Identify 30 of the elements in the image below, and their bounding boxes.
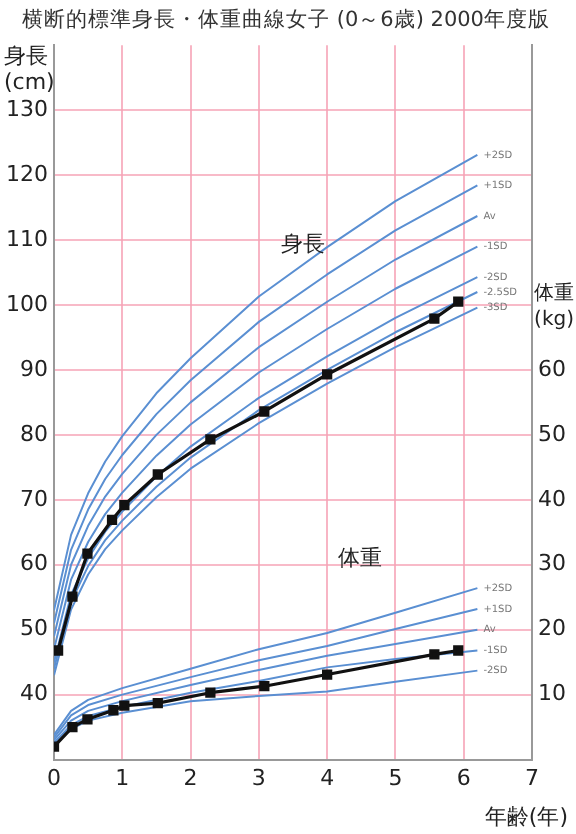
y2-tick-label: 20 — [538, 615, 567, 642]
x-tick-label: 5 — [388, 764, 403, 791]
chart-title: 横断的標準身長・体重曲線女子 (0～6歳) 2000年度版 — [22, 6, 550, 33]
y-tick-label: 60 — [19, 550, 48, 577]
x-tick-label: 3 — [251, 764, 266, 791]
x-tick-label: 7 — [525, 764, 540, 791]
y-tick-label: 90 — [19, 355, 48, 382]
y2-tick-label: 10 — [538, 680, 567, 707]
y-tick-label: 80 — [19, 420, 48, 447]
y-tick-label: 50 — [19, 615, 48, 642]
y-tick-label: 40 — [19, 680, 48, 707]
y2-tick-label: 30 — [538, 550, 567, 577]
x-tick-label: 0 — [46, 764, 61, 791]
annotation: 身長 — [280, 230, 325, 257]
annotation: 体重 — [337, 545, 382, 572]
y-tick-label: 130 — [5, 95, 48, 122]
y2-tick-label: 60 — [538, 355, 567, 382]
x-tick-label: 6 — [456, 764, 471, 791]
y-tick-label: 110 — [5, 225, 48, 252]
x-axis-title: 年齢(年) — [484, 803, 568, 830]
y-tick-label: 120 — [5, 160, 48, 187]
y2-tick-label: 40 — [538, 485, 567, 512]
y-axis-title: 身長 (cm) — [4, 42, 55, 95]
x-tick-label: 1 — [115, 764, 130, 791]
x-tick-label: 2 — [183, 764, 198, 791]
y2-tick-label: 50 — [538, 420, 567, 447]
x-tick-label: 4 — [320, 764, 335, 791]
y-tick-label: 70 — [19, 485, 48, 512]
y-tick-label: 100 — [5, 290, 48, 317]
y2-axis-title: 体重 (kg) — [534, 281, 575, 332]
